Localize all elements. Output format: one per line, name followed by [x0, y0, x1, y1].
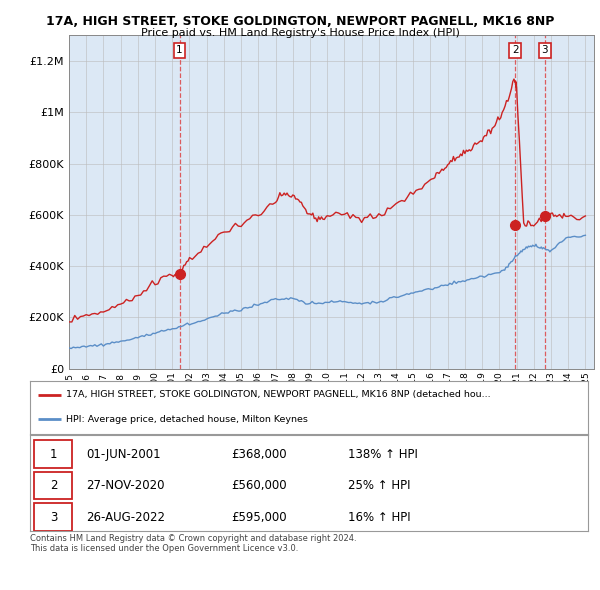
Text: 2: 2	[512, 45, 518, 55]
FancyBboxPatch shape	[34, 472, 73, 500]
Text: 16% ↑ HPI: 16% ↑ HPI	[348, 510, 410, 524]
Text: 26-AUG-2022: 26-AUG-2022	[86, 510, 165, 524]
Text: £368,000: £368,000	[231, 448, 287, 461]
Text: 01-JUN-2001: 01-JUN-2001	[86, 448, 160, 461]
Text: £560,000: £560,000	[231, 479, 287, 492]
Text: 138% ↑ HPI: 138% ↑ HPI	[348, 448, 418, 461]
FancyBboxPatch shape	[34, 440, 73, 468]
Text: 2: 2	[50, 479, 57, 492]
Text: 1: 1	[50, 448, 57, 461]
Text: 27-NOV-2020: 27-NOV-2020	[86, 479, 164, 492]
Text: HPI: Average price, detached house, Milton Keynes: HPI: Average price, detached house, Milt…	[66, 415, 308, 424]
Text: £595,000: £595,000	[231, 510, 287, 524]
Text: 1: 1	[176, 45, 183, 55]
Text: 17A, HIGH STREET, STOKE GOLDINGTON, NEWPORT PAGNELL, MK16 8NP (detached hou...: 17A, HIGH STREET, STOKE GOLDINGTON, NEWP…	[66, 391, 491, 399]
Text: 3: 3	[542, 45, 548, 55]
Text: 17A, HIGH STREET, STOKE GOLDINGTON, NEWPORT PAGNELL, MK16 8NP: 17A, HIGH STREET, STOKE GOLDINGTON, NEWP…	[46, 15, 554, 28]
Text: 3: 3	[50, 510, 57, 524]
Text: Price paid vs. HM Land Registry's House Price Index (HPI): Price paid vs. HM Land Registry's House …	[140, 28, 460, 38]
Text: 25% ↑ HPI: 25% ↑ HPI	[348, 479, 410, 492]
Text: Contains HM Land Registry data © Crown copyright and database right 2024.
This d: Contains HM Land Registry data © Crown c…	[30, 534, 356, 553]
FancyBboxPatch shape	[34, 503, 73, 531]
